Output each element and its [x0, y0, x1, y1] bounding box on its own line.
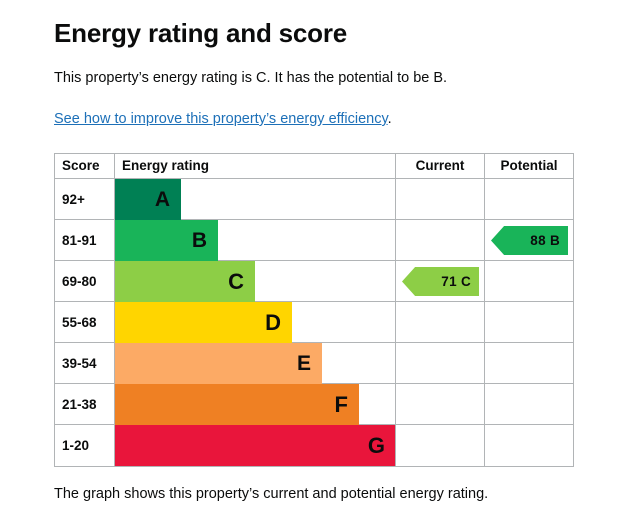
band-bar-cell-e: E: [114, 343, 395, 384]
table-row: 92+ A: [55, 179, 573, 220]
band-letter-f: F: [334, 391, 348, 417]
potential-cell-f: [484, 384, 573, 424]
table-row: 21-38 F: [55, 384, 573, 425]
band-score-d: 55-68: [62, 315, 97, 330]
current-cell-d: [395, 302, 484, 342]
header-cell-energy-rating: Energy rating: [114, 154, 395, 178]
graph-body: 92+ A 81-91 B: [55, 179, 573, 466]
band-score-b: 81-91: [62, 233, 97, 248]
improve-link-row: See how to improve this property’s energ…: [54, 88, 574, 129]
current-cell-a: [395, 179, 484, 219]
current-rating-marker: 71 C: [402, 267, 479, 296]
band-letter-a: A: [154, 188, 170, 211]
band-bar-b: B: [115, 220, 218, 261]
band-bar-cell-b: B: [114, 220, 395, 261]
potential-cell-a: [484, 179, 573, 219]
band-letter-b: B: [191, 229, 207, 252]
band-score-a: 92+: [62, 192, 85, 207]
band-letter-c: C: [228, 268, 244, 294]
header-label-potential: Potential: [500, 158, 558, 173]
header-cell-current: Current: [395, 154, 484, 178]
band-score-f: 21-38: [62, 397, 97, 412]
band-bar-cell-g: G: [114, 425, 396, 466]
header-cell-score: Score: [55, 154, 114, 178]
current-rating-label: 71 C: [441, 274, 471, 289]
band-letter-d: D: [265, 309, 281, 335]
table-row: 81-91 B 88 B: [55, 220, 573, 261]
page-title: Energy rating and score: [54, 18, 348, 48]
graph-header-row: Score Energy rating Current Potential: [55, 154, 573, 179]
current-cell-f: [395, 384, 484, 424]
table-row: 39-54 E: [55, 343, 573, 384]
band-bar-cell-c: C: [114, 261, 395, 302]
potential-cell-d: [484, 302, 573, 342]
potential-cell-e: [484, 343, 573, 383]
band-letter-g: G: [367, 432, 385, 458]
band-score-g: 1-20: [62, 438, 90, 453]
band-bar-a: A: [115, 179, 181, 220]
band-bar-g: G: [115, 425, 396, 466]
band-bar-f: F: [115, 384, 359, 425]
intro-text: This property’s energy rating is C. It h…: [54, 70, 448, 86]
table-row: 1-20 G: [55, 425, 573, 466]
current-cell-b: [395, 220, 484, 260]
band-letter-e: E: [296, 352, 311, 375]
header-label-energy-rating: Energy rating: [122, 158, 210, 173]
current-cell-e: [395, 343, 484, 383]
band-bar-e: E: [115, 343, 322, 384]
potential-cell-g: [484, 425, 573, 466]
band-bar-cell-d: D: [114, 302, 395, 343]
current-cell-g: [395, 425, 484, 466]
header-label-score: Score: [62, 158, 100, 173]
energy-rating-graph: Score Energy rating Current Potential 92…: [54, 153, 574, 467]
table-row: 55-68 D: [55, 302, 573, 343]
band-bar-c: C: [115, 261, 255, 302]
potential-rating-label: 88 B: [530, 233, 560, 248]
header-label-current: Current: [415, 158, 465, 173]
band-score-e: 39-54: [62, 356, 97, 371]
potential-cell-b: 88 B: [484, 220, 573, 260]
potential-cell-c: [484, 261, 573, 301]
band-bar-cell-a: A: [114, 179, 395, 220]
band-score-c: 69-80: [62, 274, 97, 289]
table-row: 69-80 C 71 C: [55, 261, 573, 302]
band-bar-d: D: [115, 302, 292, 343]
potential-rating-marker: 88 B: [491, 226, 568, 255]
improve-link-period: .: [387, 111, 392, 127]
current-cell-c: 71 C: [395, 261, 484, 301]
header-cell-potential: Potential: [484, 154, 573, 178]
improve-efficiency-link[interactable]: See how to improve this property’s energ…: [54, 111, 388, 127]
band-bar-cell-f: F: [114, 384, 395, 425]
graph-footnote: The graph shows this property’s current …: [54, 486, 489, 502]
